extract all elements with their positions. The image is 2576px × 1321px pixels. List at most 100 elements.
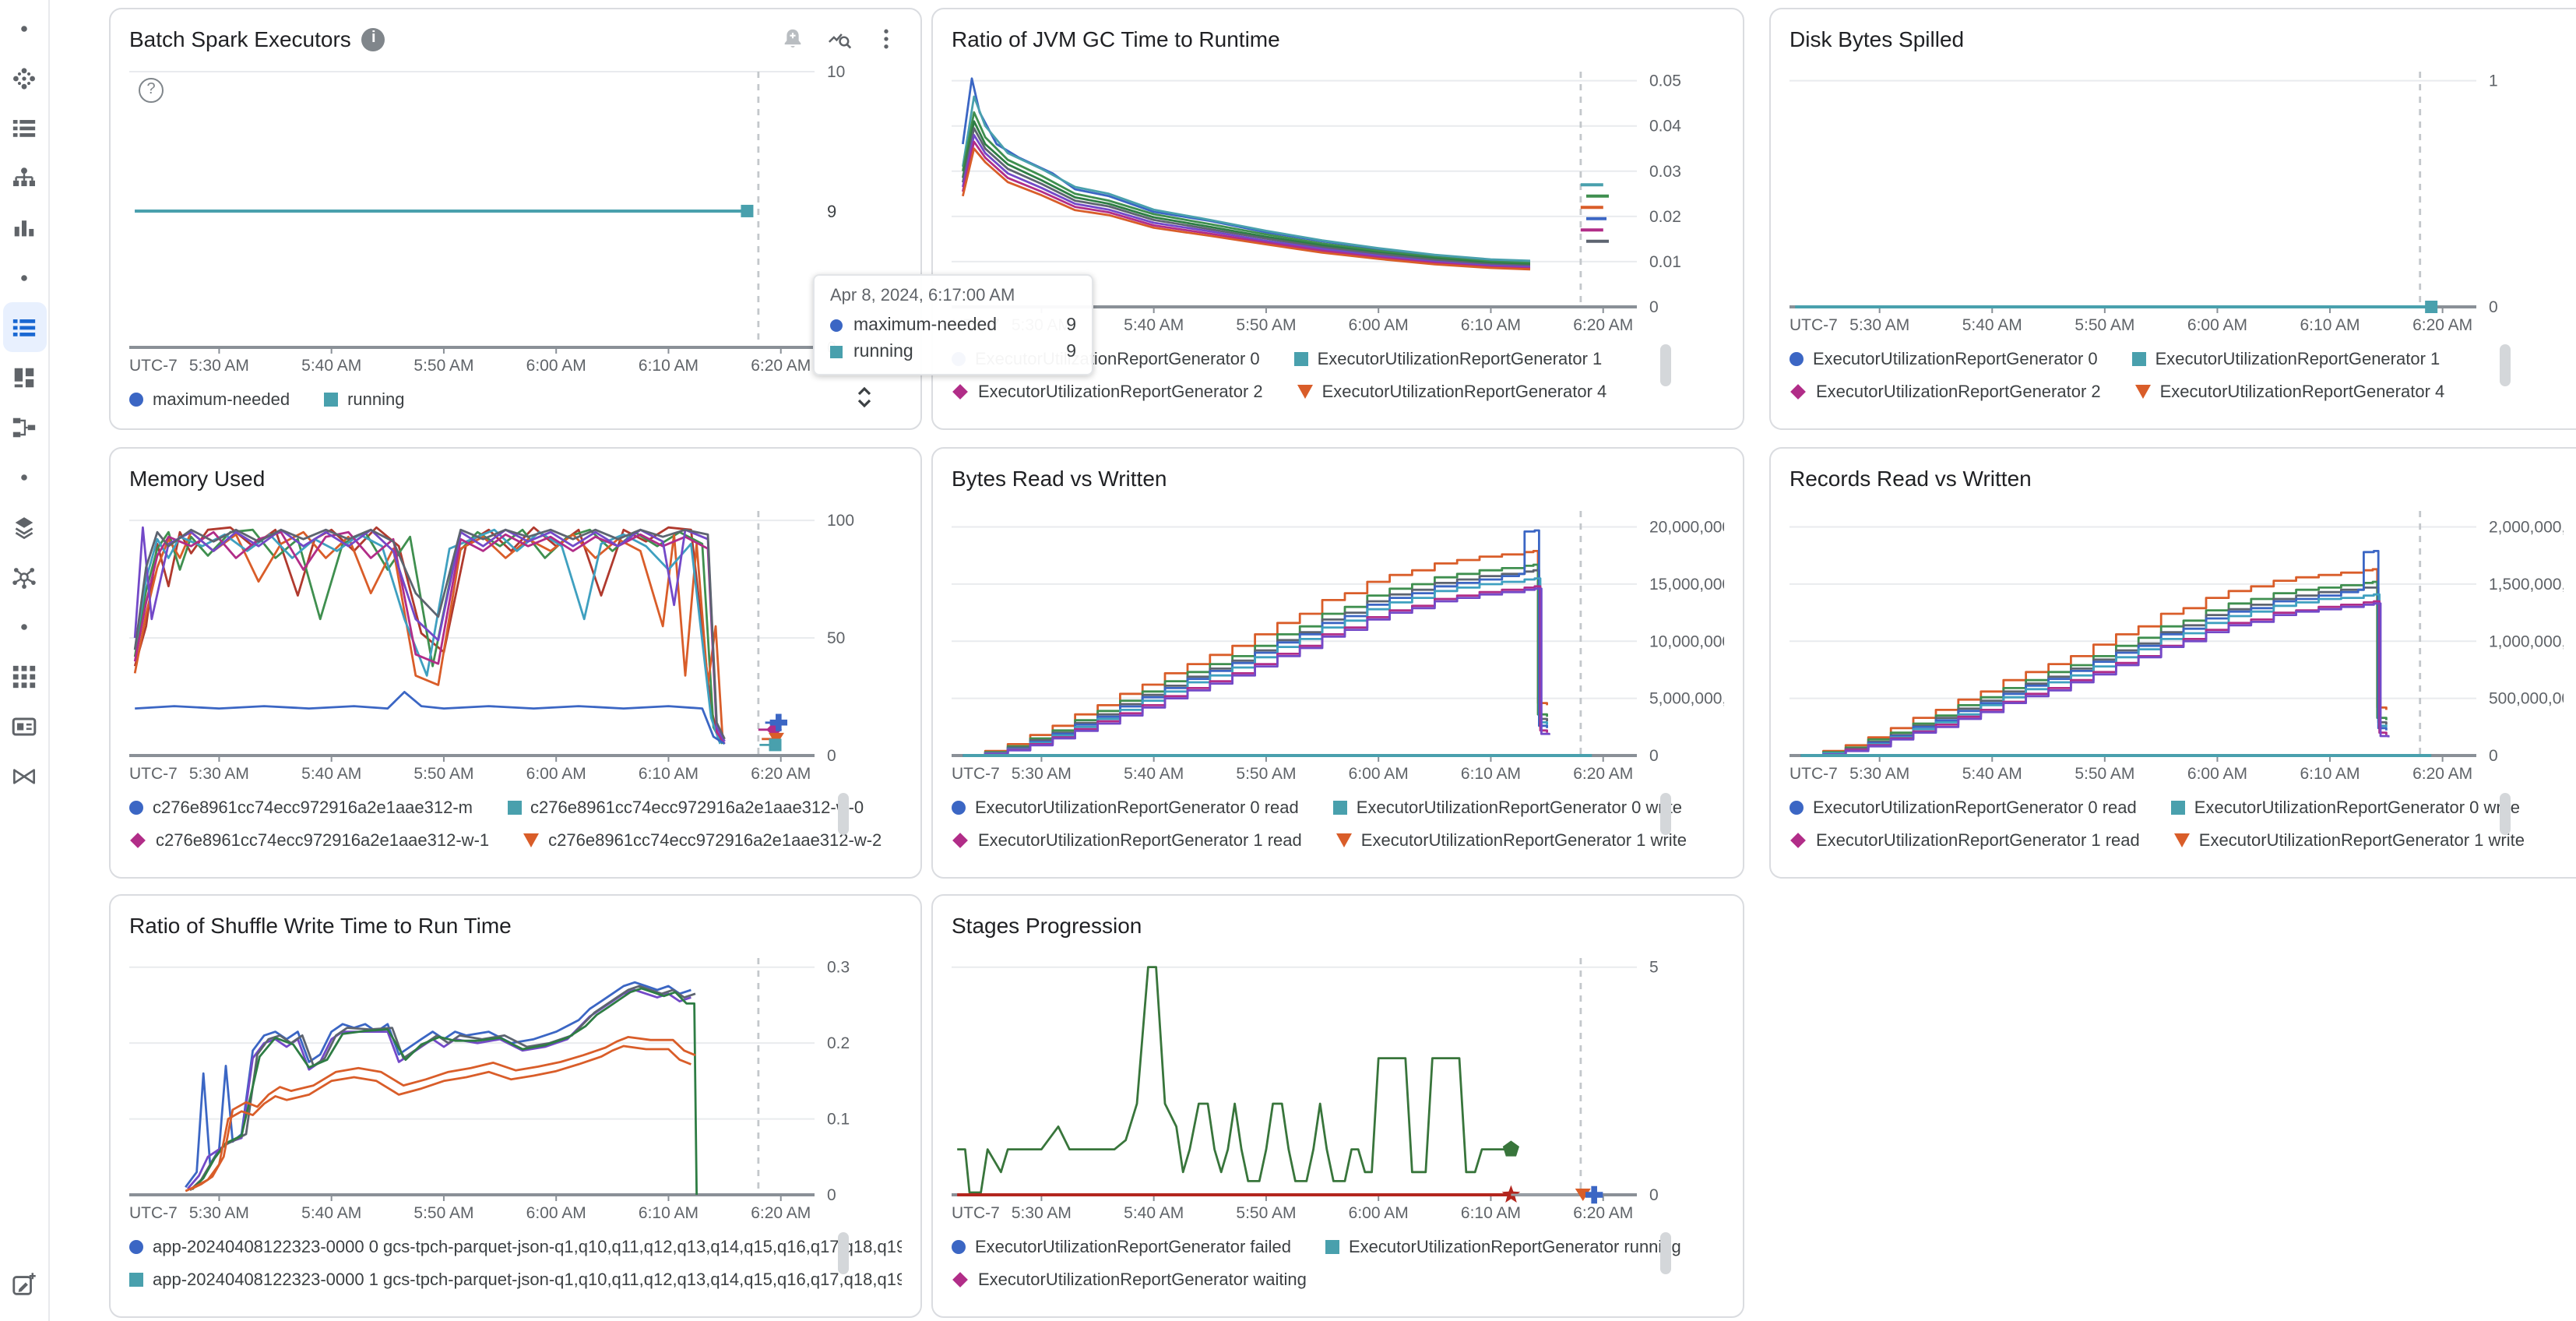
- sidebar-item-metrics-icon[interactable]: [2, 203, 46, 252]
- svg-text:0: 0: [2489, 298, 2498, 316]
- chart-plot-area[interactable]: 20,000,000,000 15,000,000,000 10,000,000,0…: [952, 498, 1724, 787]
- sidebar-item-release-notes-icon[interactable]: [2, 1259, 46, 1309]
- legend-item[interactable]: ExecutorUtilizationReportGenerator runni…: [1325, 1238, 1681, 1256]
- legend-item[interactable]: running: [324, 390, 405, 409]
- svg-text:5:30 AM: 5:30 AM: [1012, 765, 1072, 783]
- svg-text:5:50 AM: 5:50 AM: [1236, 316, 1296, 334]
- sidebar-item-1-icon[interactable]: [2, 3, 46, 53]
- sidebar-item-monitoring-icon[interactable]: [2, 302, 46, 352]
- svg-text:5:40 AM: 5:40 AM: [301, 357, 361, 375]
- legend-label: ExecutorUtilizationReportGenerator 1 rea…: [978, 831, 1302, 850]
- panel-records-read-written: Records Read vs Written 2,000,000,000 1,5…: [1769, 447, 2576, 879]
- svg-text:0.04: 0.04: [1649, 118, 1681, 136]
- chart-plot-area[interactable]: 0.3 0.2 0.1 0 UTC-7 5:30 AM 5:40 AM 5:50 AM 6:00…: [129, 946, 902, 1226]
- legend-item[interactable]: ExecutorUtilizationReportGenerator 1: [2131, 350, 2441, 368]
- svg-text:5:30 AM: 5:30 AM: [189, 765, 249, 783]
- sidebar-item-2-icon[interactable]: [2, 252, 46, 302]
- sidebar-item-hierarchy-icon[interactable]: [2, 153, 46, 203]
- legend-item[interactable]: ExecutorUtilizationReportGenerator 1 wri…: [2173, 831, 2525, 850]
- legend-label: ExecutorUtilizationReportGenerator 4: [2159, 382, 2445, 401]
- legend-label: ExecutorUtilizationReportGenerator 1: [2155, 350, 2441, 368]
- legend-scrollbar[interactable]: [1660, 344, 1671, 386]
- svg-text:6:10 AM: 6:10 AM: [2300, 765, 2360, 783]
- chart-plot-area[interactable]: 5 0 UTC-7 5:30 AM 5:40 AM 5:50 AM 6:00 AM 6:10 …: [952, 946, 1724, 1226]
- svg-text:5:30 AM: 5:30 AM: [1012, 1204, 1072, 1222]
- legend-item[interactable]: ExecutorUtilizationReportGenerator 1 rea…: [952, 831, 1302, 850]
- legend-item[interactable]: c276e8961cc74ecc972916a2e1aae312-m: [129, 798, 473, 817]
- legend-item[interactable]: c276e8961cc74ecc972916a2e1aae312-w-0: [507, 798, 864, 817]
- legend-item[interactable]: ExecutorUtilizationReportGenerator waiti…: [952, 1270, 1307, 1289]
- legend-item[interactable]: ExecutorUtilizationReportGenerator 0: [1789, 350, 2098, 368]
- legend-item[interactable]: ExecutorUtilizationReportGenerator 0 wri…: [1332, 798, 1682, 817]
- legend-item[interactable]: app-20240408122323-0000 1 gcs-tpch-parqu…: [129, 1270, 902, 1289]
- legend-item[interactable]: ExecutorUtilizationReportGenerator 2: [952, 382, 1263, 401]
- legend-item[interactable]: ExecutorUtilizationReportGenerator 4: [1297, 382, 1606, 401]
- legend-scrollbar[interactable]: [2500, 793, 2511, 835]
- add-alert-icon[interactable]: [780, 26, 805, 51]
- chart-plot-area[interactable]: 0.050.040.030.020.010UTC-75:30 AM5:40 AM…: [952, 59, 1724, 338]
- svg-text:5:40 AM: 5:40 AM: [1124, 316, 1184, 334]
- legend-item[interactable]: ExecutorUtilizationReportGenerator 1 rea…: [1789, 831, 2140, 850]
- svg-text:6:00 AM: 6:00 AM: [1349, 316, 1409, 334]
- more-options-icon[interactable]: [874, 26, 899, 51]
- metrics-explorer-icon[interactable]: [827, 26, 852, 51]
- chart-plot-area[interactable]: 2,000,000,000 1,500,000,000 1,000,000,000 5…: [1789, 498, 2564, 787]
- info-icon[interactable]: i: [361, 27, 385, 51]
- svg-text:9: 9: [827, 202, 836, 221]
- legend-label: ExecutorUtilizationReportGenerator 1: [1317, 350, 1603, 368]
- svg-text:6:20 AM: 6:20 AM: [1573, 765, 1633, 783]
- legend-label: ExecutorUtilizationReportGenerator 2: [1816, 382, 2101, 401]
- svg-text:1: 1: [2489, 72, 2498, 90]
- legend-item[interactable]: c276e8961cc74ecc972916a2e1aae312-w-1: [129, 831, 489, 850]
- sidebar-item-layers-icon[interactable]: [2, 502, 46, 551]
- svg-text:UTC-7: UTC-7: [952, 1204, 1000, 1222]
- legend-item[interactable]: ExecutorUtilizationReportGenerator 0 wri…: [2170, 798, 2520, 817]
- legend-item[interactable]: app-20240408122323-0000 0 gcs-tpch-parqu…: [129, 1238, 902, 1256]
- sidebar-item-hub-icon[interactable]: [2, 551, 46, 601]
- legend-expand-icon[interactable]: [855, 383, 874, 411]
- series-marker: [952, 384, 968, 400]
- sidebar-item-3-icon[interactable]: [2, 452, 46, 502]
- chart-plot-area[interactable]: 100 50 0 UTC-7 5:30 AM 5:40 AM 5:50 AM 6:00 AM 6…: [129, 498, 902, 787]
- sidebar-item-widgets-icon[interactable]: [2, 352, 46, 402]
- legend-item[interactable]: ExecutorUtilizationReportGenerator 0 rea…: [952, 798, 1299, 817]
- svg-text:15,000,000,000: 15,000,000,000: [1649, 576, 1724, 594]
- legend-item[interactable]: ExecutorUtilizationReportGenerator 0 rea…: [1789, 798, 2137, 817]
- legend-item[interactable]: ExecutorUtilizationReportGenerator 1 wri…: [1336, 831, 1687, 850]
- legend-item[interactable]: c276e8961cc74ecc972916a2e1aae312-w-2: [523, 831, 882, 850]
- chart-legend: app-20240408122323-0000 0 gcs-tpch-parqu…: [129, 1231, 902, 1296]
- svg-text:6:00 AM: 6:00 AM: [526, 357, 586, 375]
- svg-text:6:10 AM: 6:10 AM: [2300, 316, 2360, 334]
- svg-text:UTC-7: UTC-7: [129, 1204, 178, 1222]
- sidebar-item-pipelines-icon[interactable]: [2, 402, 46, 452]
- legend-scrollbar[interactable]: [838, 1232, 849, 1274]
- legend-scrollbar[interactable]: [1660, 1232, 1671, 1274]
- legend-item[interactable]: ExecutorUtilizationReportGenerator faile…: [952, 1238, 1291, 1256]
- svg-text:0: 0: [1649, 747, 1659, 765]
- legend-label: ExecutorUtilizationReportGenerator waiti…: [978, 1270, 1307, 1289]
- tooltip-series-value: 9: [1066, 343, 1076, 361]
- chart-plot-area[interactable]: 1 0 UTC-7 5:30 AM 5:40 AM 5:50 AM 6:00 AM 6:10 …: [1789, 59, 2564, 338]
- svg-text:UTC-7: UTC-7: [952, 765, 1000, 783]
- legend-item[interactable]: maximum-needed: [129, 390, 290, 409]
- series-marker: [1293, 352, 1308, 366]
- sidebar-item-clusters-icon[interactable]: [2, 53, 46, 103]
- series-marker: [129, 801, 143, 815]
- legend-scrollbar[interactable]: [1660, 793, 1671, 835]
- legend-scrollbar[interactable]: [2500, 344, 2511, 386]
- panel-bytes-read-written: Bytes Read vs Written 20,000,000,000 15,0…: [931, 447, 1744, 879]
- sidebar-item-list-icon[interactable]: [2, 103, 46, 153]
- legend-label: ExecutorUtilizationReportGenerator runni…: [1349, 1238, 1681, 1256]
- legend-scrollbar[interactable]: [838, 793, 849, 835]
- legend-item[interactable]: ExecutorUtilizationReportGenerator 1: [1293, 350, 1603, 368]
- sidebar-item-cards-icon[interactable]: [2, 701, 46, 751]
- sidebar-item-4-icon[interactable]: [2, 601, 46, 651]
- sidebar-item-bowtie-icon[interactable]: [2, 751, 46, 801]
- chart-plot-area[interactable]: ? 100UTC-75:30 AM5:40 AM5:50 AM6:00 AM6:…: [129, 59, 902, 379]
- svg-text:6:20 AM: 6:20 AM: [1573, 1204, 1633, 1222]
- legend-item[interactable]: ExecutorUtilizationReportGenerator 2: [1789, 382, 2101, 401]
- sidebar-item-apps-icon[interactable]: [2, 651, 46, 701]
- help-icon[interactable]: ?: [139, 78, 164, 103]
- legend-item[interactable]: ExecutorUtilizationReportGenerator 4: [2134, 382, 2445, 401]
- panel-batch-spark-executors: Batch Spark Executors i ? 100UTC-75:30 A…: [109, 8, 922, 430]
